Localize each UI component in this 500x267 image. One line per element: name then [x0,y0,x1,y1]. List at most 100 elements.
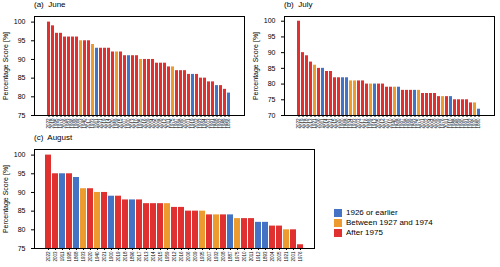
svg-text:2009: 2009 [146,118,152,129]
svg-text:1995: 1995 [67,251,72,262]
svg-text:85: 85 [18,74,26,81]
svg-text:2019: 2019 [102,118,108,129]
svg-text:2007: 2007 [122,118,128,129]
svg-text:1959: 1959 [165,251,170,262]
svg-text:90: 90 [18,189,26,196]
svg-text:1911: 1911 [94,118,100,129]
svg-text:2004: 2004 [150,118,156,129]
svg-text:2012: 2012 [162,118,168,129]
svg-text:1900: 1900 [126,118,132,129]
svg-text:100: 100 [264,17,276,24]
svg-text:1896: 1896 [130,251,135,262]
svg-text:1975: 1975 [170,118,176,129]
svg-text:Percentage Score [%]: Percentage Score [%] [2,32,10,100]
svg-text:2020: 2020 [88,251,93,262]
html-text:After 1975: After 1975 [346,228,383,237]
svg-text:95: 95 [268,33,276,40]
svg-text:95: 95 [18,170,26,177]
svg-text:2013: 2013 [144,251,149,262]
svg-text:80: 80 [18,226,26,233]
svg-text:2005: 2005 [277,251,282,262]
svg-text:2001: 2001 [291,251,296,262]
svg-text:1995: 1995 [54,118,60,129]
svg-text:2017: 2017 [137,251,142,262]
svg-text:100: 100 [14,151,26,158]
svg-text:2008: 2008 [158,118,164,129]
svg-text:2004: 2004 [270,251,275,262]
svg-text:2009: 2009 [193,251,198,262]
svg-text:1932: 1932 [214,251,219,262]
svg-text:1935: 1935 [200,251,205,262]
svg-text:2016: 2016 [179,251,184,262]
svg-text:75: 75 [18,112,26,119]
svg-text:1940: 1940 [82,118,88,129]
svg-text:1975: 1975 [235,251,240,262]
svg-text:2022: 2022 [46,118,52,129]
svg-text:1976: 1976 [298,251,303,262]
svg-text:1893: 1893 [263,251,268,262]
svg-text:1921: 1921 [284,251,289,262]
svg-text:1856: 1856 [226,118,231,129]
svg-text:1999: 1999 [74,118,80,129]
svg-text:1983: 1983 [66,118,72,129]
svg-text:2017: 2017 [86,118,92,129]
svg-text:2010: 2010 [134,118,140,129]
svg-text:2006: 2006 [186,251,191,262]
svg-text:2016: 2016 [142,118,148,129]
svg-text:Percentage Score [%]: Percentage Score [%] [2,165,10,233]
svg-text:2013: 2013 [130,118,136,129]
svg-text:2012: 2012 [172,251,177,262]
svg-text:1912: 1912 [256,251,261,262]
svg-text:1933: 1933 [90,118,96,129]
svg-text:2021: 2021 [102,251,107,262]
svg-text:2011: 2011 [166,118,172,129]
svg-text:2003: 2003 [53,251,58,262]
svg-text:95: 95 [18,37,26,44]
svg-text:2019: 2019 [116,251,121,262]
svg-text:2022: 2022 [46,251,51,262]
svg-text:70: 70 [268,112,276,119]
html-text:(c) August: (c) August [34,133,73,142]
svg-text:2015: 2015 [118,118,124,129]
html-text:Between 1927 and 1974: Between 1927 and 1974 [346,218,433,227]
svg-text:1933: 1933 [81,251,86,262]
svg-text:2014: 2014 [106,118,112,129]
svg-text:2020: 2020 [110,118,116,129]
svg-text:2014: 2014 [151,251,156,262]
svg-text:2010: 2010 [242,251,247,262]
svg-text:1911: 1911 [60,251,65,261]
svg-text:80: 80 [268,80,276,87]
svg-text:2007: 2007 [207,251,212,262]
svg-text:1996: 1996 [70,118,76,129]
svg-text:1976: 1976 [58,118,64,129]
svg-text:2015: 2015 [158,251,163,262]
svg-text:90: 90 [268,49,276,56]
svg-text:75: 75 [268,96,276,103]
svg-text:2008: 2008 [221,251,226,262]
svg-text:75: 75 [18,245,26,252]
html-text:(a) June: (a) June [34,0,66,9]
html-text:(b) July: (b) July [284,0,313,9]
svg-text:90: 90 [18,56,26,63]
svg-text:1868: 1868 [74,251,79,262]
svg-text:100: 100 [14,18,26,25]
svg-text:1887: 1887 [228,251,233,262]
svg-text:2005: 2005 [154,118,160,129]
svg-text:80: 80 [18,93,26,100]
svg-text:1880: 1880 [476,118,481,129]
svg-text:85: 85 [268,65,276,72]
svg-text:2011: 2011 [249,251,254,261]
html-text:1926 or earlier: 1926 or earlier [346,208,398,217]
svg-text:1959: 1959 [114,118,120,129]
svg-text:1997: 1997 [174,118,180,129]
svg-text:1900: 1900 [109,251,114,262]
svg-text:2003: 2003 [78,118,84,129]
svg-text:1940: 1940 [95,251,100,262]
svg-text:Percentage Score [%]: Percentage Score [%] [252,32,260,100]
svg-text:2018: 2018 [50,118,56,129]
svg-text:2006: 2006 [62,118,68,129]
svg-text:2021: 2021 [98,118,104,129]
svg-text:85: 85 [18,207,26,214]
svg-text:1935: 1935 [138,118,144,129]
svg-text:2018: 2018 [123,251,128,262]
